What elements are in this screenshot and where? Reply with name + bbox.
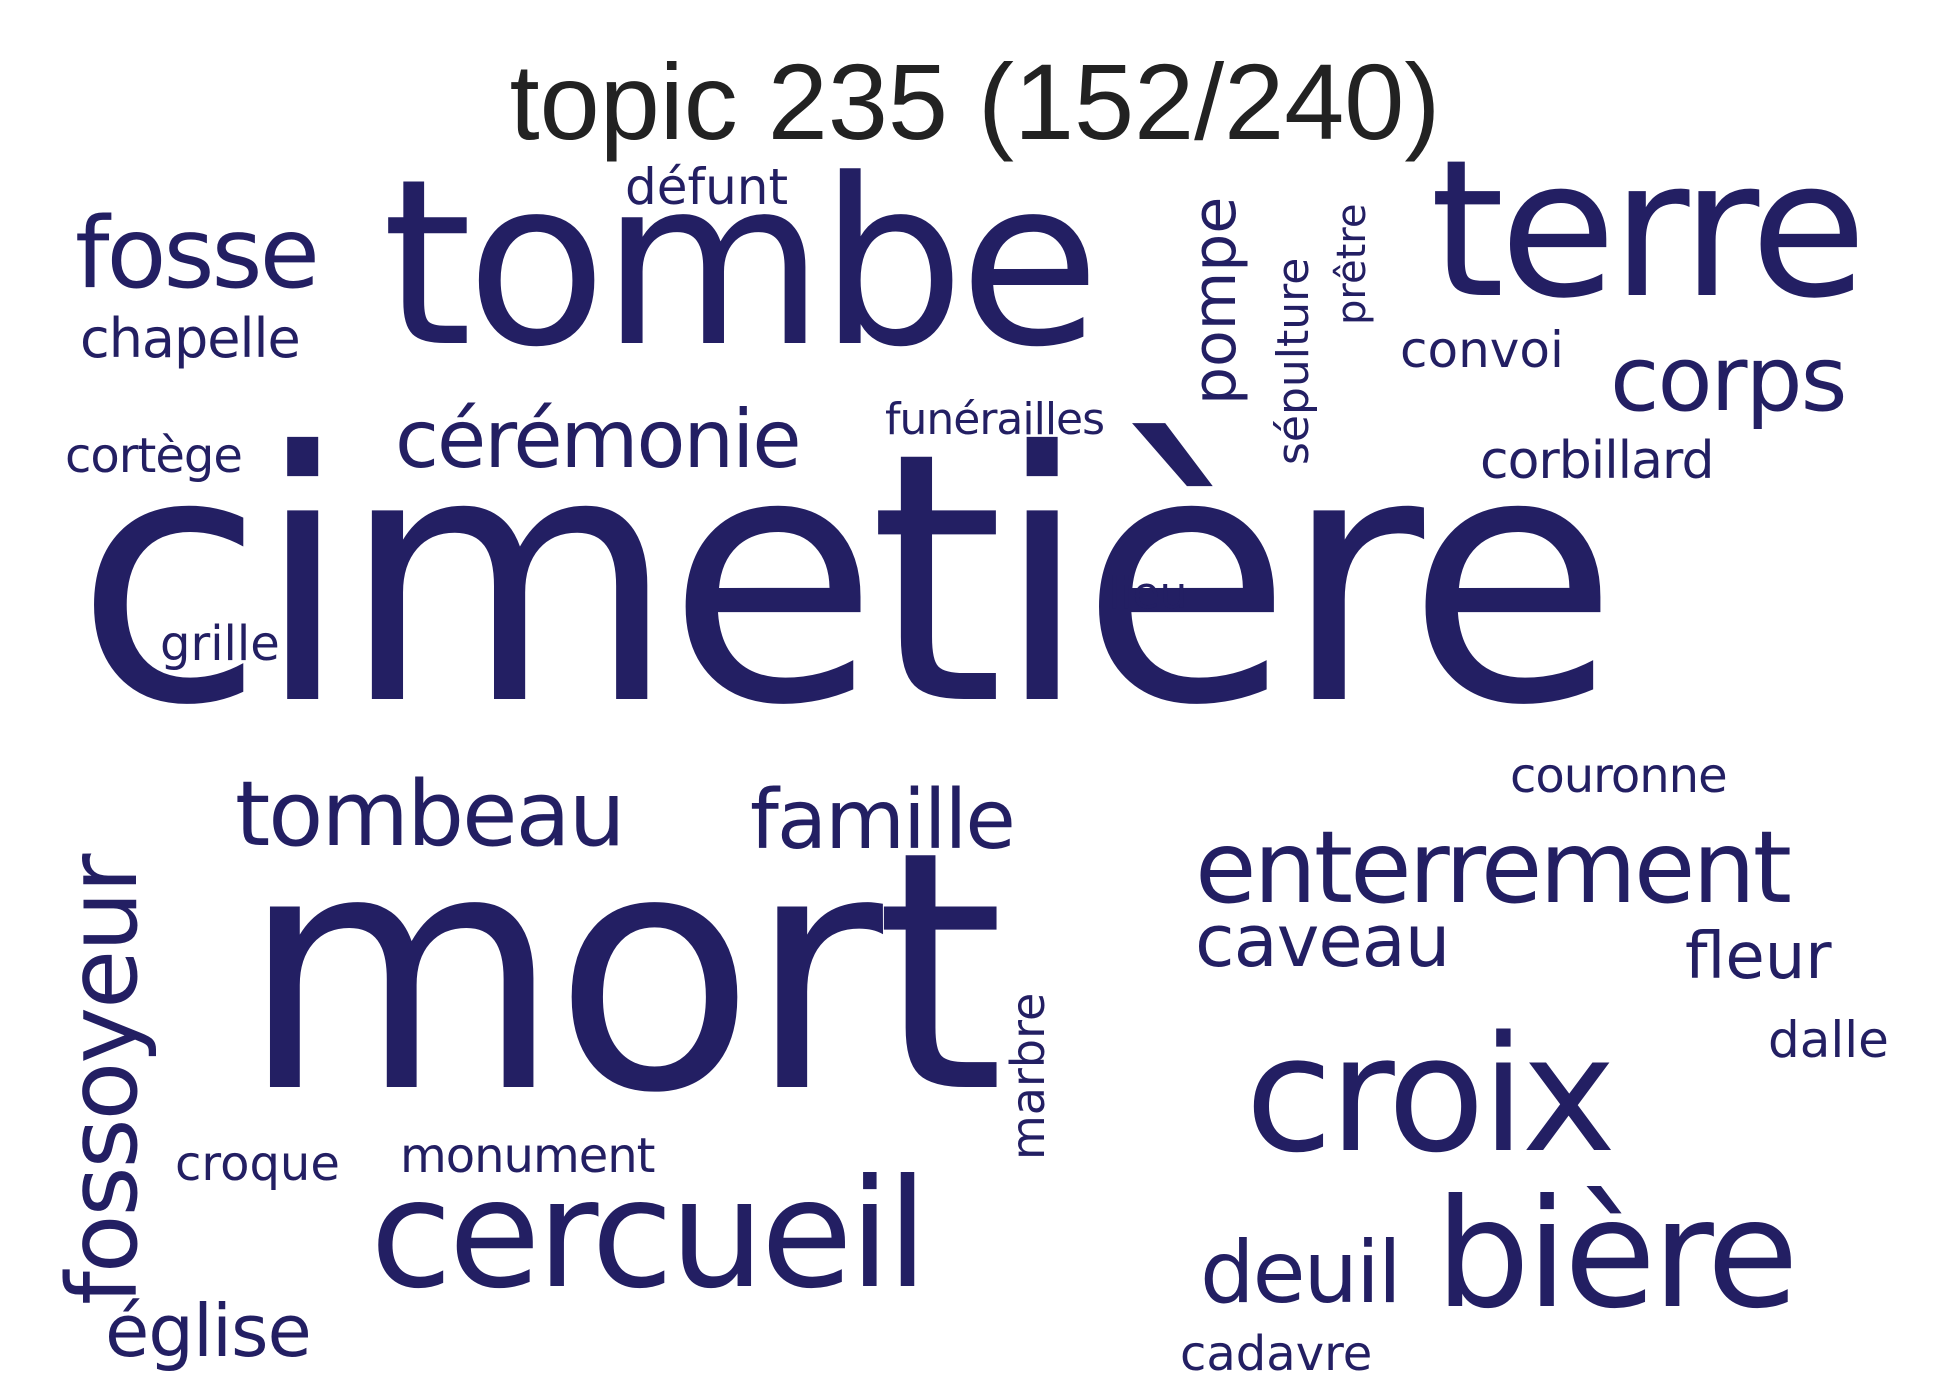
word-lieu: lieu <box>1108 568 1188 619</box>
word-dalle: dalle <box>1768 1011 1889 1069</box>
word-cadavre: cadavre <box>1180 1326 1373 1382</box>
word-mort: mort <box>240 781 1004 1165</box>
chart-title: topic 235 (152/240) <box>509 41 1441 162</box>
word-fossoyeur: fossoyeur <box>47 855 159 1305</box>
word-convoi: convoi <box>1400 321 1564 379</box>
word-eglise: église <box>105 1289 312 1373</box>
word-croque: croque <box>175 1136 340 1192</box>
word-pretre: prêtre <box>1329 203 1375 325</box>
word-cercueil: cercueil <box>370 1148 928 1322</box>
word-marbre: marbre <box>1001 992 1055 1160</box>
word-famille: famille <box>750 773 1016 868</box>
word-enterrement: enterrement <box>1195 809 1792 926</box>
word-terre: terre <box>1430 119 1867 340</box>
word-funerailles: funérailles <box>885 394 1105 445</box>
word-tombe: tombe <box>382 131 1100 398</box>
word-caveau: caveau <box>1195 899 1450 983</box>
word-tombeau: tombeau <box>235 762 626 867</box>
word-fleur: fleur <box>1685 920 1832 994</box>
word-corps: corps <box>1610 327 1848 432</box>
word-cimetiere: cimetière <box>75 380 1619 781</box>
word-cortege: cortège <box>65 428 243 484</box>
word-pompe: pompe <box>1180 196 1250 405</box>
word-chapelle: chapelle <box>80 307 301 370</box>
word-defunt: défunt <box>625 158 789 216</box>
word-fosse: fosse <box>75 197 320 311</box>
word-monument: monument <box>400 1128 655 1184</box>
word-corbillard: corbillard <box>1480 431 1714 491</box>
word-couronne: couronne <box>1510 748 1728 804</box>
word-grille: grille <box>160 616 280 672</box>
word-croix: croix <box>1245 1001 1616 1188</box>
word-deuil: deuil <box>1200 1223 1402 1323</box>
word-sepulture: sépulture <box>1268 257 1319 465</box>
word-biere: bière <box>1435 1168 1799 1342</box>
word-ceremonie: cérémonie <box>395 393 802 486</box>
